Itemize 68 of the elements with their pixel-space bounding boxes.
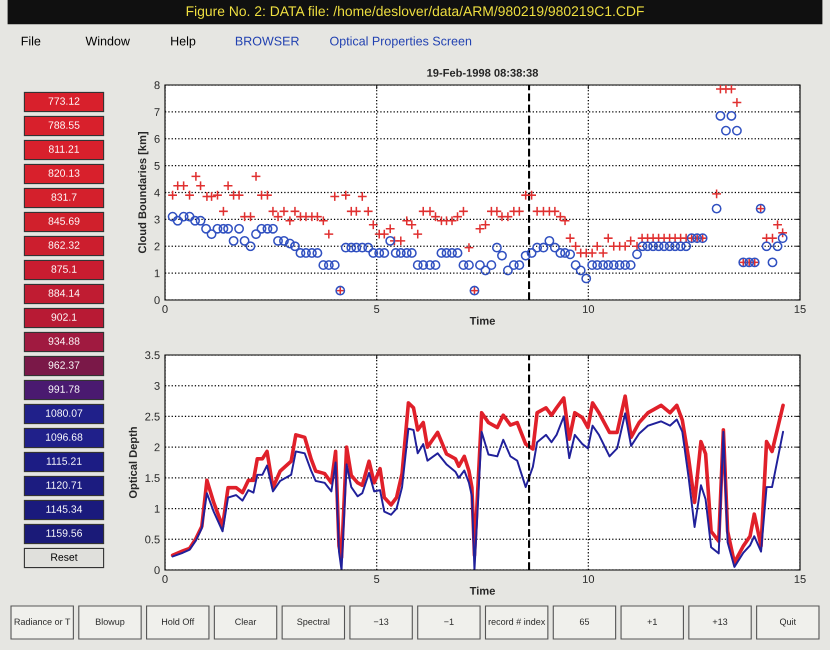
text: Blowup	[96, 618, 124, 627]
x-tick-label: 0	[162, 575, 168, 584]
text: 862.32	[48, 241, 80, 249]
y-tick-label: 5	[154, 162, 160, 170]
y-tick-label: 4	[154, 188, 160, 197]
text: record # index	[488, 618, 546, 625]
text: Optical Properties Screen	[330, 36, 472, 48]
text: Clear	[235, 618, 256, 625]
y-axis-title: Cloud Boundaries [km]	[138, 132, 148, 254]
x-tick-label: 5	[374, 575, 380, 584]
text: 875.1	[51, 265, 77, 273]
text: Spectral	[297, 618, 330, 627]
text: 1115.21	[46, 457, 82, 465]
text: 831.7	[51, 193, 77, 201]
text: 820.13	[48, 169, 80, 177]
text: 1145.34	[46, 505, 82, 513]
text: 1120.71	[46, 481, 82, 489]
text: Reset	[51, 554, 78, 561]
y-axis-title: Optical Depth	[128, 427, 140, 498]
y-tick-label: 7	[154, 108, 160, 116]
text: Help	[171, 36, 196, 48]
text: 1159.56	[46, 529, 82, 537]
text: Quit	[780, 618, 796, 627]
text: 773.12	[48, 97, 80, 105]
y-tick-label: 3	[154, 216, 160, 224]
text: File	[22, 36, 40, 46]
text: 65	[580, 618, 590, 625]
text: 788.55	[48, 121, 80, 129]
text: 934.88	[48, 337, 80, 345]
x-axis-title: Time	[470, 586, 495, 595]
text: Hold Off	[162, 618, 194, 625]
x-tick-label: 0	[162, 305, 168, 314]
text: Figure No. 2: DATA file: /home/deslover/data/ARM/980219/980219C1.CDF	[186, 6, 644, 19]
text: 845.69	[48, 217, 80, 225]
text: −13	[374, 618, 388, 625]
text: 962.37	[48, 361, 80, 369]
chart-title: 19-Feb-1998 08:38:38	[427, 68, 538, 77]
y-tick-label: 2	[154, 443, 160, 452]
y-tick-label: 1	[154, 270, 160, 278]
y-tick-label: 3	[154, 382, 160, 390]
text: BROWSER	[236, 36, 299, 46]
y-tick-label: 0.5	[145, 536, 160, 544]
y-tick-label: 3.5	[145, 351, 160, 360]
text: −1	[444, 618, 454, 625]
y-tick-label: 2.5	[145, 412, 160, 421]
y-tick-label: 6	[154, 135, 160, 143]
text: 811.21	[48, 145, 80, 153]
y-tick-label: 0	[154, 296, 160, 304]
text: Window	[86, 36, 130, 46]
y-tick-label: 8	[154, 81, 160, 90]
text: 1096.68	[46, 433, 82, 441]
x-tick-label: 10	[583, 305, 594, 314]
text: 991.78	[48, 385, 80, 393]
x-tick-label: 15	[794, 305, 806, 314]
y-tick-label: 1.5	[146, 474, 160, 482]
text: Radiance or T	[14, 618, 70, 625]
y-tick-label: 0	[154, 566, 160, 574]
y-tick-label: 1	[154, 504, 160, 513]
text: 884.14	[48, 289, 80, 297]
x-tick-label: 10	[583, 575, 594, 584]
y-tick-label: 2	[154, 242, 160, 250]
text: +1	[648, 618, 657, 625]
text: 1080.07	[46, 409, 82, 417]
x-tick-label: 5	[374, 305, 380, 314]
text: +13	[712, 618, 728, 625]
text: 902.1	[51, 313, 77, 321]
x-tick-label: 15	[794, 575, 806, 584]
x-axis-title: Time	[470, 316, 495, 325]
